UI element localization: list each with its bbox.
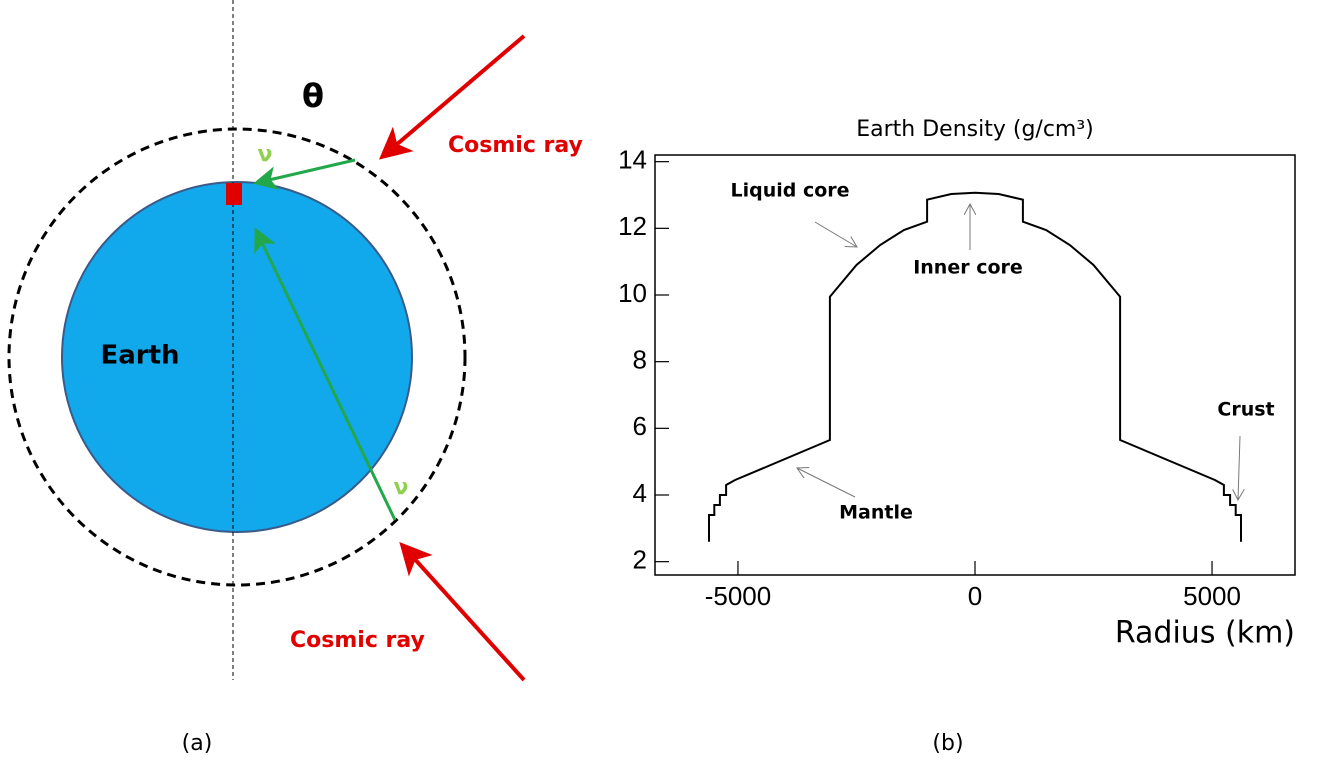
cosmic-ray-arrow	[399, 542, 526, 682]
earth-circle	[61, 181, 413, 533]
panel-label: (a)	[182, 731, 213, 756]
plot-frame	[654, 154, 1296, 576]
neutrino-label: ν	[394, 475, 409, 500]
earth-label: Earth	[100, 341, 179, 371]
y-tick-label: 4	[633, 478, 647, 508]
neutrino-arrow	[253, 158, 356, 190]
y-tick-label: 10	[618, 278, 647, 308]
neutrino-arrow	[254, 227, 397, 521]
diagram: θ Cosmic ray Cosmic ray ν ν Earth (a)	[7, 0, 583, 756]
annotation-arrow	[814, 221, 857, 247]
detector	[226, 183, 242, 205]
chart-title: Earth Density (g/cm³)	[856, 117, 1094, 142]
theta-label: θ	[302, 77, 324, 115]
annotation: Mantle	[839, 502, 913, 524]
annotation-arrow	[797, 468, 856, 498]
x-tick-label: -5000	[705, 581, 772, 611]
annotation-arrow	[1238, 435, 1240, 500]
x-tick-label: 5000	[1183, 581, 1241, 611]
atmosphere-circle	[7, 127, 467, 587]
y-tick-label: 8	[633, 345, 647, 375]
neutrino-label: ν	[258, 142, 273, 167]
cosmic-ray-label: Cosmic ray	[290, 628, 425, 653]
cosmic-ray-label: Cosmic ray	[448, 133, 583, 158]
y-tick-label: 14	[618, 145, 647, 175]
panel-label: (b)	[932, 731, 963, 756]
cosmic-ray-arrow	[378, 34, 526, 160]
y-tick-label: 6	[633, 411, 647, 441]
annotation: Liquid core	[730, 180, 849, 202]
annotation: Crust	[1217, 399, 1274, 421]
annotation: Inner core	[913, 257, 1023, 279]
y-tick-label: 12	[618, 211, 647, 241]
density-line	[708, 191, 1242, 542]
x-tick-label: 0	[968, 581, 982, 611]
chart: Earth Density (g/cm³) Radius (km) (b) Li…	[618, 117, 1296, 756]
y-tick-label: 2	[633, 545, 647, 575]
x-axis-label: Radius (km)	[1115, 616, 1295, 651]
